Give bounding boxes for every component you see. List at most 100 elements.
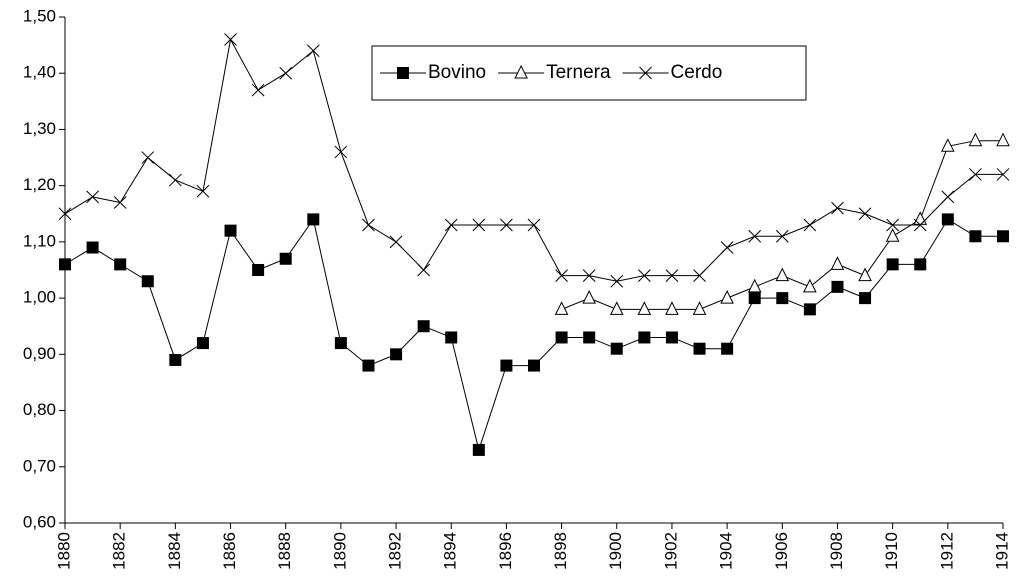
y-tick-label: 0,60 xyxy=(23,512,56,531)
marker xyxy=(885,228,900,242)
marker xyxy=(472,443,485,456)
marker xyxy=(610,342,623,355)
marker xyxy=(996,132,1010,147)
marker xyxy=(555,331,568,344)
x-tick-label: 1904 xyxy=(717,532,736,570)
marker xyxy=(969,168,982,181)
marker xyxy=(390,348,403,361)
marker xyxy=(196,184,210,198)
legend-label: Ternera xyxy=(546,62,611,83)
y-tick-label: 1,00 xyxy=(23,288,56,307)
marker xyxy=(389,235,403,249)
marker xyxy=(141,151,155,164)
marker xyxy=(692,301,707,315)
marker xyxy=(582,289,596,304)
marker xyxy=(224,33,237,46)
marker xyxy=(996,168,1010,181)
marker xyxy=(169,353,182,366)
marker xyxy=(638,331,651,344)
marker xyxy=(86,241,99,254)
x-tick-label: 1892 xyxy=(386,532,405,570)
legend-label: Cerdo xyxy=(671,62,723,83)
marker xyxy=(86,190,99,204)
marker xyxy=(279,66,293,80)
marker xyxy=(886,258,899,271)
marker xyxy=(693,342,706,355)
x-tick-label: 1896 xyxy=(496,532,515,570)
marker xyxy=(859,292,872,305)
x-tick-label: 1900 xyxy=(606,532,625,570)
marker xyxy=(721,342,734,355)
marker xyxy=(639,66,652,80)
marker xyxy=(555,269,568,282)
marker xyxy=(665,331,678,344)
legend-label: Bovino xyxy=(428,62,486,83)
marker xyxy=(941,213,954,226)
y-tick-label: 1,40 xyxy=(23,63,56,82)
marker xyxy=(693,269,706,282)
marker xyxy=(665,269,679,282)
marker xyxy=(969,230,982,243)
x-tick-label: 1914 xyxy=(992,532,1011,570)
marker xyxy=(224,224,237,237)
marker xyxy=(279,252,292,265)
marker xyxy=(554,301,569,315)
marker xyxy=(830,256,845,270)
series-line xyxy=(64,218,1003,452)
marker xyxy=(913,211,928,225)
marker xyxy=(803,278,817,293)
y-tick-label: 1,20 xyxy=(23,175,56,194)
x-tick-label: 1898 xyxy=(551,532,570,570)
x-tick-label: 1908 xyxy=(827,532,846,570)
marker xyxy=(527,218,541,232)
x-tick-label: 1880 xyxy=(54,532,73,570)
marker xyxy=(831,201,844,215)
legend-box xyxy=(371,45,807,101)
marker xyxy=(472,218,486,232)
legend: Bovino Ternera Cerdo xyxy=(371,45,807,101)
x-tick-label: 1886 xyxy=(220,532,239,570)
series-line xyxy=(561,140,1003,310)
x-tick-label: 1906 xyxy=(772,532,791,570)
marker xyxy=(775,229,789,243)
marker xyxy=(141,275,154,288)
y-tick-label: 0,70 xyxy=(23,456,56,475)
marker xyxy=(831,280,844,293)
marker xyxy=(720,241,734,254)
marker xyxy=(514,64,528,79)
marker xyxy=(747,278,762,293)
y-tick-label: 0,90 xyxy=(23,344,56,363)
marker xyxy=(307,213,320,226)
marker xyxy=(775,267,790,282)
marker xyxy=(500,218,513,232)
marker xyxy=(362,359,375,372)
marker xyxy=(610,274,624,288)
x-tick-label: 1910 xyxy=(882,532,901,570)
y-tick-label: 1,30 xyxy=(23,119,56,138)
x-tick-label: 1902 xyxy=(661,532,680,570)
marker xyxy=(58,207,72,221)
y-tick-label: 1,50 xyxy=(23,6,56,25)
marker xyxy=(306,44,320,58)
marker xyxy=(968,132,983,147)
marker xyxy=(941,190,955,204)
marker xyxy=(803,303,816,316)
marker xyxy=(582,269,596,282)
marker xyxy=(196,337,209,350)
marker xyxy=(252,264,265,276)
marker xyxy=(334,145,348,159)
marker xyxy=(397,67,409,79)
marker xyxy=(858,207,872,221)
x-tick-label: 1882 xyxy=(110,532,129,570)
marker xyxy=(748,229,762,243)
marker xyxy=(858,267,872,282)
marker xyxy=(583,331,596,344)
marker xyxy=(417,320,430,333)
y-tick-label: 1,10 xyxy=(23,231,56,250)
marker xyxy=(362,218,375,232)
marker xyxy=(914,258,927,271)
marker xyxy=(113,196,127,209)
marker xyxy=(609,301,624,315)
marker xyxy=(500,359,513,372)
